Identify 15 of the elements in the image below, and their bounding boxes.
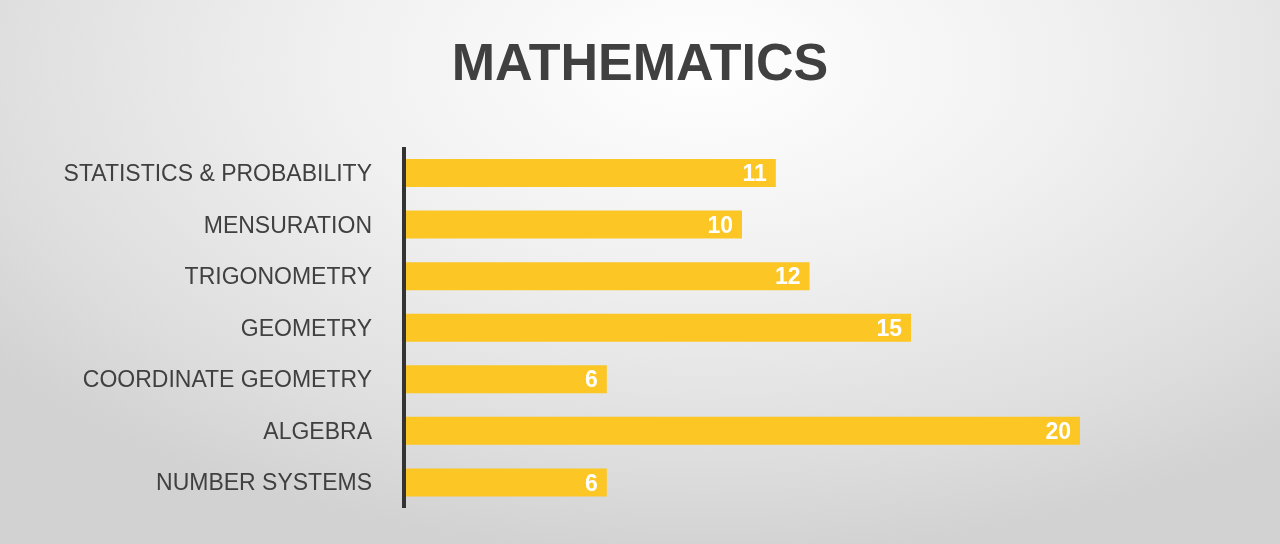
data-label: 12: [775, 263, 801, 290]
data-label: 6: [585, 366, 598, 393]
data-label: 6: [585, 469, 598, 496]
y-tick-label: COORDINATE GEOMETRY: [82, 366, 372, 393]
data-label: 11: [742, 160, 767, 187]
y-tick-label: TRIGONOMETRY: [184, 263, 372, 290]
y-tick-label: ALGEBRA: [263, 417, 373, 444]
chart-title: MATHEMATICS: [450, 32, 830, 93]
y-tick-label: STATISTICS & PROBABILITY: [63, 159, 372, 186]
data-label: 20: [1045, 418, 1071, 445]
y-tick-label: MENSURATION: [203, 211, 372, 238]
y-tick-label: NUMBER SYSTEMS: [156, 469, 372, 496]
data-label: 15: [876, 314, 903, 341]
y-tick-label: GEOMETRY: [240, 314, 372, 341]
data-label: 10: [707, 211, 733, 238]
